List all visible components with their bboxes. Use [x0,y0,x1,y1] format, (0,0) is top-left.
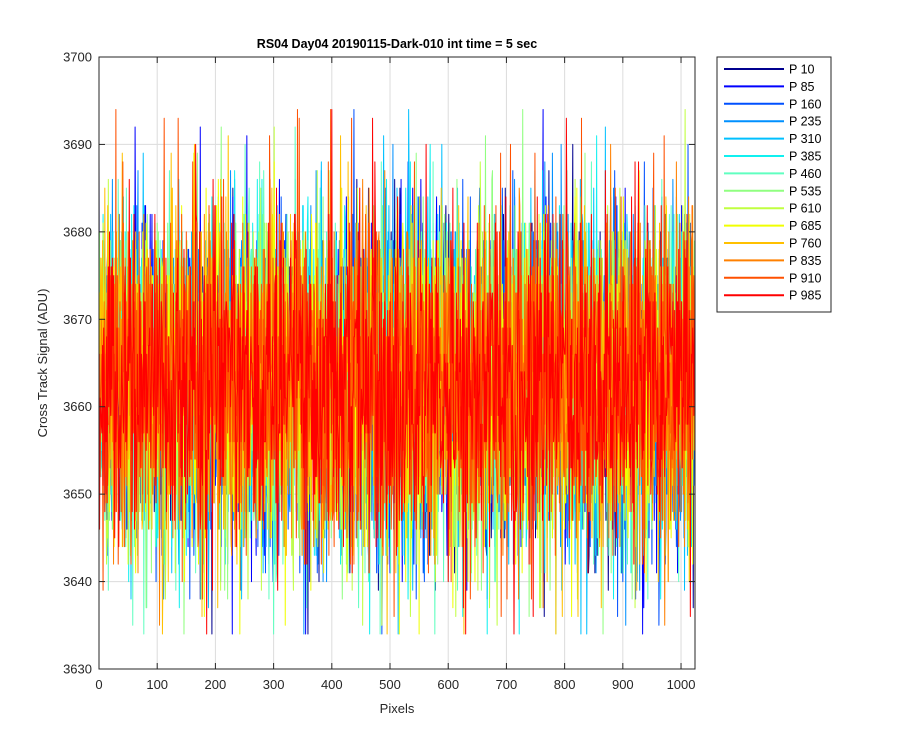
series-lines [98,108,695,635]
legend-label: P 910 [789,271,821,285]
legend-box [716,56,832,313]
y-tick-label: 3660 [63,399,92,414]
x-tick-label: 400 [321,677,343,692]
legend-label: P 160 [789,97,821,111]
y-tick-label: 3630 [63,662,92,677]
legend-label: P 385 [789,150,821,164]
x-tick-label: 500 [379,677,401,692]
legend-label: P 235 [789,115,821,129]
series-line [98,108,695,635]
x-tick-label: 0 [95,677,102,692]
legend-label: P 85 [789,80,815,94]
x-tick-label: 800 [554,677,576,692]
x-tick-label: 1000 [667,677,696,692]
x-tick-label: 700 [496,677,518,692]
plot-frame [98,56,696,670]
legend-label: P 460 [789,167,821,181]
legend-label: P 610 [789,202,821,216]
y-tick-label: 3680 [63,224,92,239]
x-axis-label: Pixels [380,701,415,716]
legend-label: P 685 [789,219,821,233]
y-tick-label: 3640 [63,574,92,589]
x-tick-label: 300 [263,677,285,692]
x-tick-label: 600 [437,677,459,692]
y-tick-label: 3650 [63,487,92,502]
y-tick-label: 3700 [63,50,92,65]
axis-ticks: 0 100 200 300 400 500 600 700 800 900 1000 3630 3640… [63,50,695,693]
legend-label: P 535 [789,184,821,198]
y-axis-label: Cross Track Signal (ADU) [35,289,50,438]
x-tick-label: 200 [205,677,227,692]
x-tick-label: 900 [612,677,634,692]
y-tick-label: 3670 [63,312,92,327]
y-tick-label: 3690 [63,137,92,152]
legend-label: P 10 [789,63,815,77]
legend-label: P 835 [789,254,821,268]
legend-label: P 760 [789,237,821,251]
legend-label: P 310 [789,132,821,146]
legend-label: P 985 [789,289,821,303]
chart-title: RS04 Day04 20190115-Dark-010 int time = … [257,37,537,51]
legend: P 10 P 85 P 160 P 235 P 310 P 385 P 460 P 535 P … [716,56,832,313]
x-tick-label: 100 [146,677,168,692]
